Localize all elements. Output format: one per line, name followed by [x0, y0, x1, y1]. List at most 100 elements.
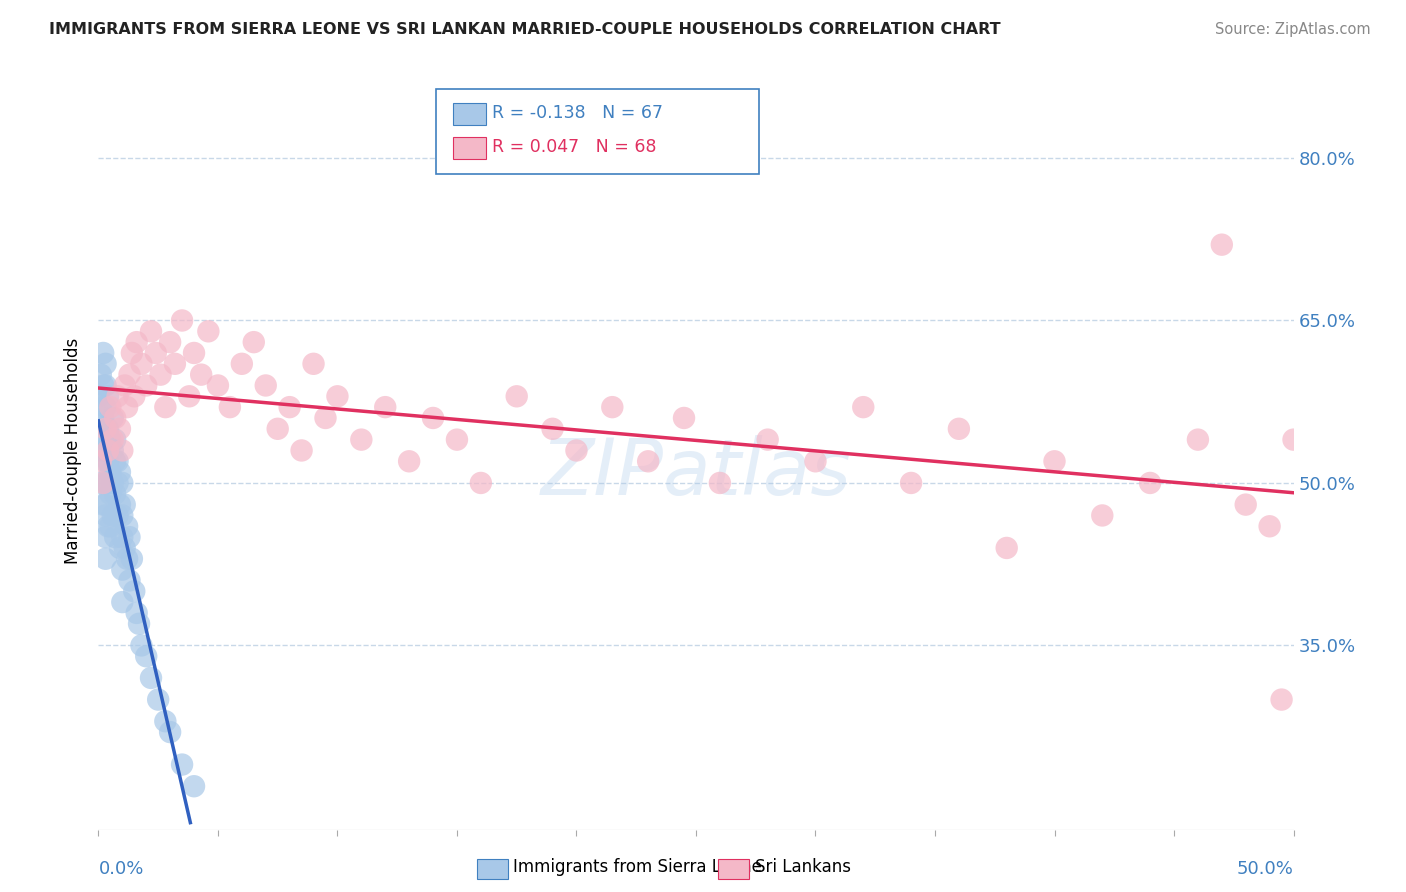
Text: Sri Lankans: Sri Lankans [755, 858, 851, 876]
Point [97, 475, 120, 490]
Point [94, 422, 117, 436]
Point [163, 357, 186, 371]
Point [1187, 433, 1209, 447]
Point [104, 433, 127, 447]
Point [446, 433, 468, 447]
Point [541, 422, 564, 436]
Point [124, 389, 146, 403]
Point [115, 551, 138, 566]
Point [995, 541, 1018, 555]
Point [94, 400, 117, 414]
Point [121, 346, 143, 360]
Point [565, 443, 588, 458]
Point [159, 725, 181, 739]
Point [97, 443, 120, 458]
Point [94, 378, 117, 392]
Point [131, 639, 153, 653]
Point [155, 714, 177, 729]
Point [94, 498, 117, 512]
Point [107, 389, 129, 403]
Y-axis label: Married-couple Households: Married-couple Households [65, 337, 83, 564]
Point [172, 757, 194, 772]
Point [107, 454, 129, 468]
Point [111, 475, 134, 490]
Point [90, 443, 112, 458]
Point [111, 563, 134, 577]
Text: IMMIGRANTS FROM SIERRA LEONE VS SRI LANKAN MARRIED-COUPLE HOUSEHOLDS CORRELATION: IMMIGRANTS FROM SIERRA LEONE VS SRI LANK… [49, 22, 1001, 37]
Point [98, 487, 122, 501]
Point [350, 433, 373, 447]
Point [98, 400, 122, 414]
Point [87, 389, 110, 403]
Text: R = 0.047   N = 68: R = 0.047 N = 68 [492, 138, 657, 156]
Point [131, 357, 153, 371]
Point [804, 454, 827, 468]
Point [470, 475, 492, 490]
Point [94, 454, 117, 468]
Point [91, 475, 114, 490]
Point [183, 779, 205, 793]
Point [111, 508, 134, 523]
Point [124, 584, 146, 599]
Point [637, 454, 659, 468]
Point [108, 541, 131, 555]
Point [114, 378, 136, 392]
Point [94, 530, 117, 544]
Point [97, 389, 120, 403]
Point [108, 422, 131, 436]
Point [159, 335, 181, 350]
Point [948, 422, 970, 436]
Point [125, 606, 148, 620]
Point [101, 433, 124, 447]
Point [111, 595, 134, 609]
Text: Immigrants from Sierra Leone: Immigrants from Sierra Leone [513, 858, 762, 876]
Point [506, 389, 529, 403]
Point [94, 508, 117, 523]
Point [1139, 475, 1161, 490]
Text: R = -0.138   N = 67: R = -0.138 N = 67 [492, 104, 664, 122]
Point [135, 378, 157, 392]
Point [1271, 692, 1294, 706]
Point [302, 357, 325, 371]
Point [94, 475, 117, 490]
Point [91, 443, 114, 458]
Point [145, 346, 167, 360]
Point [155, 400, 177, 414]
Point [115, 400, 138, 414]
Point [90, 475, 112, 490]
Point [326, 389, 349, 403]
Point [91, 378, 114, 392]
Point [207, 378, 229, 392]
Point [91, 346, 114, 360]
Point [852, 400, 875, 414]
Point [118, 574, 141, 588]
Point [219, 400, 242, 414]
Point [602, 400, 624, 414]
Point [243, 335, 266, 350]
Point [91, 498, 114, 512]
Point [118, 368, 141, 382]
Point [94, 433, 117, 447]
Point [172, 313, 194, 327]
Point [114, 541, 136, 555]
Point [97, 519, 120, 533]
Point [139, 671, 162, 685]
Point [1258, 519, 1281, 533]
Point [315, 411, 337, 425]
Point [190, 368, 212, 382]
Point [98, 433, 122, 447]
Point [197, 324, 219, 338]
Point [98, 465, 122, 479]
Point [900, 475, 922, 490]
Point [118, 530, 141, 544]
Point [98, 519, 122, 533]
Point [291, 443, 314, 458]
Point [1211, 237, 1233, 252]
Point [231, 357, 253, 371]
Point [94, 357, 117, 371]
Text: ZIPatlas: ZIPatlas [540, 435, 852, 511]
Point [709, 475, 731, 490]
Point [183, 346, 205, 360]
Point [179, 389, 201, 403]
Point [398, 454, 420, 468]
